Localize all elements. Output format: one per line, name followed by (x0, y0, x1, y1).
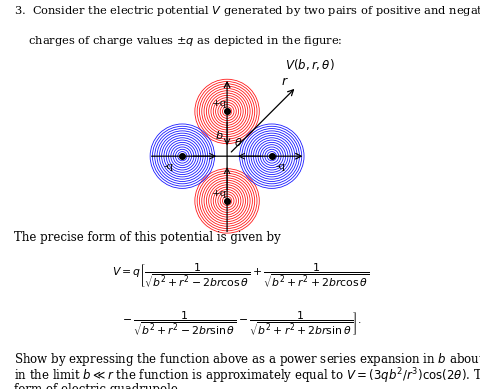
Text: 3.  Consider the electric potential $V$ generated by two pairs of positive and n: 3. Consider the electric potential $V$ g… (14, 4, 480, 18)
Text: $V(b,r,\theta)$: $V(b,r,\theta)$ (284, 57, 334, 72)
Text: The precise form of this potential is given by: The precise form of this potential is gi… (14, 231, 281, 244)
Text: $V = q\left[\dfrac{1}{\sqrt{b^2+r^2-2br\cos\theta}}+\dfrac{1}{\sqrt{b^2+r^2+2br\: $V = q\left[\dfrac{1}{\sqrt{b^2+r^2-2br\… (111, 261, 369, 289)
Text: charges of charge values $\pm q$ as depicted in the figure:: charges of charge values $\pm q$ as depi… (14, 33, 342, 47)
Text: Show by expressing the function above as a power series expansion in $b$ about $: Show by expressing the function above as… (14, 351, 480, 368)
Text: +q: +q (211, 99, 227, 108)
Text: $b$: $b$ (214, 129, 223, 141)
Text: -q: -q (163, 162, 173, 171)
Text: in the limit $b\ll r$ the function is approximately equal to $V=(3qb^2/r^3)\cos(: in the limit $b\ll r$ the function is ap… (14, 367, 480, 386)
Text: $r$: $r$ (280, 75, 288, 88)
Text: $\left.-\dfrac{1}{\sqrt{b^2+r^2-2br\sin\theta}}-\dfrac{1}{\sqrt{b^2+r^2+2br\sin\: $\left.-\dfrac{1}{\sqrt{b^2+r^2-2br\sin\… (120, 309, 360, 337)
Text: $\theta$: $\theta$ (233, 136, 242, 148)
Text: -q: -q (275, 162, 285, 171)
Text: form of electric quadrupole.: form of electric quadrupole. (14, 383, 181, 389)
Text: +q: +q (211, 189, 227, 198)
